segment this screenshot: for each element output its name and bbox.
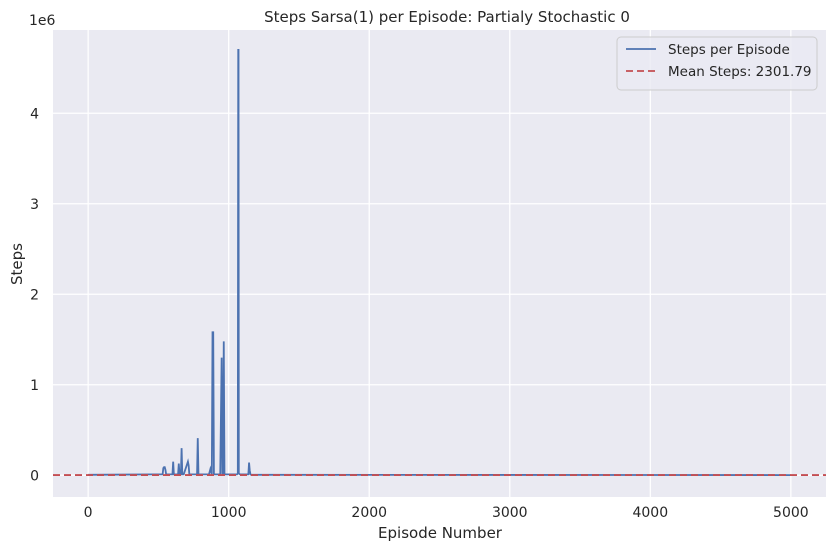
steps-series-line: [88, 49, 791, 477]
x-tick-label: 0: [84, 505, 93, 521]
legend: Steps per Episode Mean Steps: 2301.79: [616, 36, 818, 91]
x-tick-label: 4000: [632, 505, 668, 521]
y-tick-label: 0: [30, 468, 39, 484]
x-tick-labels: 0 1000 2000 3000 4000 5000: [84, 505, 809, 521]
y-offset-label: 1e6: [29, 13, 56, 29]
y-axis-label: Steps: [8, 243, 26, 285]
x-tick-label: 5000: [773, 505, 809, 521]
x-tick-label: 3000: [492, 505, 528, 521]
x-axis-label: Episode Number: [378, 524, 503, 542]
x-tick-label: 2000: [351, 505, 387, 521]
plot-background: [53, 30, 826, 497]
y-tick-labels: 0 1 2 3 4: [30, 106, 39, 484]
legend-mean-label: Mean Steps: 2301.79: [668, 64, 812, 80]
legend-series-label: Steps per Episode: [668, 42, 790, 58]
grid: [53, 30, 826, 497]
y-tick-label: 1: [30, 378, 39, 394]
y-tick-label: 2: [30, 287, 39, 303]
y-tick-label: 4: [30, 106, 39, 122]
x-tick-label: 1000: [211, 505, 247, 521]
chart-title: Steps Sarsa(1) per Episode: Partialy Sto…: [264, 8, 630, 26]
series-group: [53, 49, 826, 477]
y-tick-label: 3: [30, 197, 39, 213]
legend-box: [616, 36, 818, 91]
